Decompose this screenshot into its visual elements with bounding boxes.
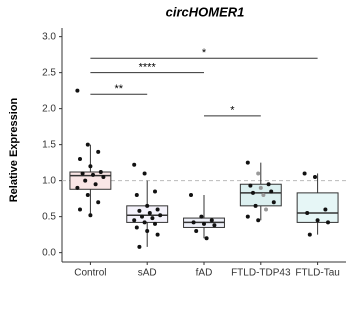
data-point: [140, 214, 144, 219]
data-point: [256, 171, 261, 176]
data-point: [245, 214, 250, 219]
data-point: [132, 218, 137, 223]
data-point: [83, 178, 88, 183]
y-tick-label: 1.5: [42, 139, 56, 150]
significance-label: *: [230, 105, 235, 117]
data-point: [78, 207, 82, 212]
data-point: [91, 172, 95, 177]
data-point: [85, 142, 90, 147]
x-tick-label: FTLD-TDP43: [231, 268, 291, 279]
data-point: [155, 207, 160, 212]
data-point: [88, 213, 93, 218]
data-point: [96, 149, 101, 154]
data-point: [302, 171, 307, 176]
y-tick-label: 2.5: [42, 67, 56, 78]
data-point: [78, 157, 82, 162]
data-point: [248, 183, 253, 188]
data-point: [158, 213, 163, 218]
y-tick-label: 2.0: [42, 103, 56, 114]
box: [296, 192, 339, 223]
data-point: [145, 229, 150, 234]
data-point: [199, 214, 204, 219]
data-point: [85, 193, 90, 198]
data-point: [326, 220, 330, 225]
data-point: [202, 221, 206, 226]
data-point: [96, 200, 101, 205]
data-point: [256, 218, 261, 223]
data-point: [315, 218, 320, 223]
data-point: [269, 189, 274, 194]
data-point: [153, 221, 157, 226]
data-point: [253, 203, 258, 208]
data-point: [271, 200, 276, 205]
data-point: [80, 171, 85, 176]
data-point: [245, 160, 250, 165]
y-tick-label: 1.0: [42, 175, 56, 186]
data-point: [313, 175, 317, 180]
data-point: [150, 216, 155, 221]
data-point: [264, 207, 268, 212]
y-tick-label: 0.0: [42, 247, 56, 258]
data-point: [305, 211, 310, 216]
data-point: [155, 232, 160, 237]
data-point: [147, 211, 152, 216]
data-point: [209, 218, 214, 223]
data-point: [134, 193, 139, 198]
data-point: [145, 203, 150, 208]
data-point: [153, 189, 157, 194]
x-tick-label: fAD: [196, 268, 213, 279]
x-tick-label: sAD: [138, 268, 157, 279]
data-point: [251, 190, 255, 195]
y-axis-label: Relative Expression: [8, 97, 20, 202]
data-point: [101, 175, 106, 180]
data-point: [142, 220, 147, 225]
data-point: [75, 88, 80, 93]
significance-label: ****: [139, 62, 157, 74]
x-tick-label: Control: [74, 268, 106, 279]
data-point: [266, 182, 271, 187]
data-point: [261, 193, 266, 198]
data-point: [137, 244, 142, 249]
data-point: [75, 185, 80, 190]
data-point: [93, 182, 98, 187]
data-point: [132, 162, 137, 167]
y-tick-label: 3.0: [42, 31, 56, 42]
data-point: [189, 193, 193, 198]
data-point: [191, 220, 196, 225]
chart-title: circHOMER1: [166, 4, 245, 19]
y-tick-label: 0.5: [42, 211, 56, 222]
data-point: [142, 171, 147, 176]
data-point: [212, 223, 217, 228]
data-point: [258, 185, 263, 190]
data-point: [88, 164, 93, 169]
data-point: [194, 229, 199, 234]
data-point: [204, 236, 209, 241]
data-point: [134, 225, 139, 230]
x-tick-label: FTLD-Tau: [295, 268, 339, 279]
significance-label: *: [202, 47, 207, 59]
data-point: [307, 232, 312, 237]
data-point: [323, 207, 328, 212]
data-point: [137, 208, 142, 213]
significance-label: **: [115, 83, 124, 95]
data-point: [98, 170, 103, 174]
